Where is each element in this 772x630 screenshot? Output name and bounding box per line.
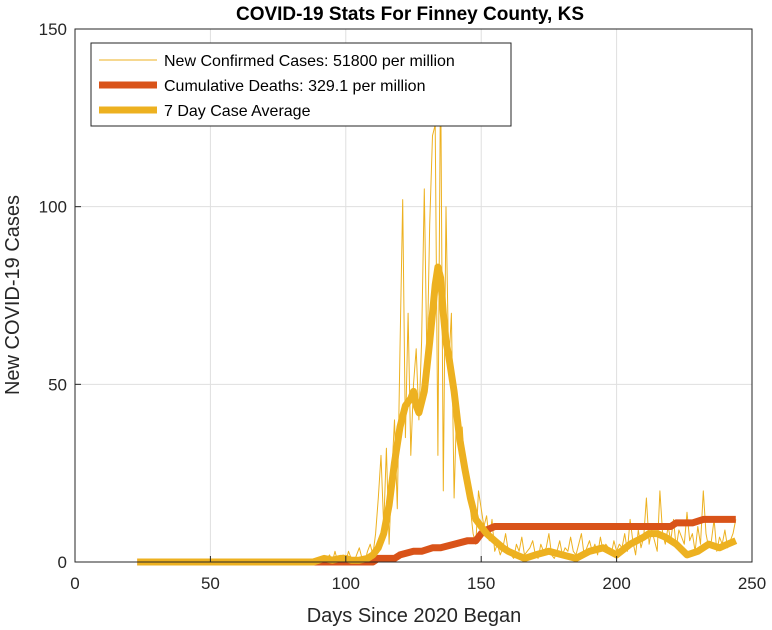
x-tick-label: 200 (602, 574, 630, 593)
plot-frame (74, 28, 753, 563)
legend-entry-label: Cumulative Deaths: 329.1 per million (164, 78, 425, 95)
x-tick-label: 100 (332, 574, 360, 593)
legend-entry-label: 7 Day Case Average (164, 103, 311, 120)
x-tick-label: 250 (738, 574, 766, 593)
legend-entry-label: New Confirmed Cases: 51800 per million (164, 53, 455, 70)
x-tick-label: 0 (70, 574, 79, 593)
x-tick-label: 50 (201, 574, 220, 593)
series-line-2 (137, 263, 738, 566)
y-axis-label: New COVID-19 Cases (2, 195, 24, 395)
y-tick-label: 150 (39, 20, 67, 39)
x-axis-label: Days Since 2020 Began (307, 605, 522, 627)
series-line-1 (137, 515, 736, 566)
y-tick-label: 100 (39, 198, 67, 217)
series-line-0 (137, 64, 737, 563)
x-tick-label: 150 (467, 574, 495, 593)
legend: New Confirmed Cases: 51800 per million Cu… (90, 42, 512, 127)
chart-title: COVID-19 Stats For Finney County, KS (236, 4, 584, 25)
legend-box (90, 42, 512, 127)
y-tick-label: 0 (58, 553, 67, 572)
plot-series (137, 64, 738, 566)
axis-ticks: 0 50 100 150 200 250 0 50 100 150 (39, 20, 767, 593)
y-tick-label: 50 (48, 375, 67, 394)
